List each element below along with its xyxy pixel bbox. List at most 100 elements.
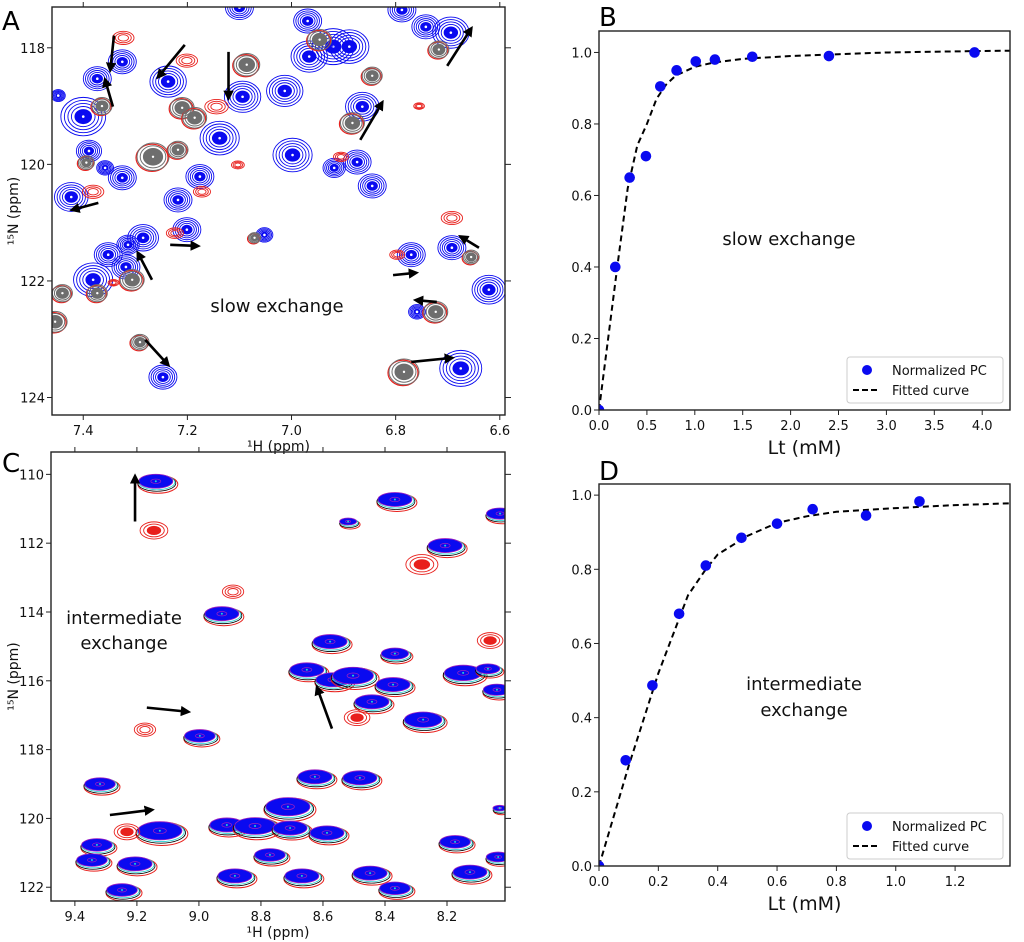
peak-contour-purple — [484, 666, 492, 671]
nmr-peak — [93, 242, 123, 268]
peak-contour-red — [210, 102, 223, 111]
peak-center — [415, 310, 419, 314]
peak-contour-blue — [179, 222, 195, 237]
y-tick-label: 0.8 — [571, 118, 592, 133]
peak-contour-blue — [418, 20, 434, 34]
nmr-peak — [139, 521, 169, 540]
peak-contour-blue — [327, 162, 341, 174]
legend-label: Normalized PC — [892, 820, 987, 835]
peak-contour-red — [165, 227, 184, 239]
peak-center — [220, 612, 223, 615]
peak-contour-purple — [464, 869, 476, 875]
legend: Normalized PC Fitted curve — [846, 812, 1004, 860]
x-axis-label: Lt (mM) — [768, 893, 842, 915]
peak-center — [198, 734, 201, 737]
nmr-peak — [185, 164, 215, 190]
peak-contour-blue — [485, 851, 505, 863]
axes-frame — [598, 483, 1011, 867]
peak-contour-blue — [278, 143, 307, 167]
peak-center — [392, 683, 395, 686]
peak-contour-blue — [118, 236, 138, 254]
peak-center — [318, 38, 321, 41]
peak-center — [254, 824, 257, 827]
nmr-peak — [116, 856, 158, 877]
nmr-peak — [75, 139, 103, 163]
y-tick-label: 110 — [19, 468, 44, 483]
peak-center — [103, 166, 107, 170]
nmr-peak — [343, 709, 371, 726]
nmr-peak — [405, 554, 439, 575]
nmr-peak — [175, 53, 198, 68]
nmr-peak — [203, 606, 245, 627]
peak-contour-blue — [357, 173, 387, 199]
nmr-peak — [389, 249, 406, 260]
nmr-peak — [75, 853, 113, 872]
peak-center — [393, 652, 396, 655]
peak-contour-red — [90, 97, 112, 117]
peak-contour-blue — [185, 164, 215, 190]
peak-contour-red — [178, 55, 196, 66]
exchange-annotation: slow exchange — [210, 296, 343, 317]
peak-contour-purple — [494, 855, 503, 859]
nmr-peak — [96, 160, 114, 176]
nmr-peak — [440, 210, 464, 226]
peak-center — [393, 498, 396, 501]
legend-marker-points — [862, 821, 872, 831]
peak-contour-blue — [107, 49, 137, 75]
peak-center — [449, 31, 453, 34]
peak-center — [124, 265, 128, 269]
panel-label: A — [2, 7, 20, 37]
peak-center — [241, 95, 244, 99]
peak-contour-red — [336, 154, 346, 160]
x-axis-label: ¹H (ppm) — [247, 439, 310, 455]
peak-contour-purple — [281, 803, 295, 810]
nmr-peak — [461, 249, 480, 266]
shift-arrow — [102, 76, 115, 108]
y-tick-label: 116 — [19, 675, 44, 690]
peak-center — [198, 175, 202, 178]
peak-contour-blue — [54, 91, 63, 100]
x-tick-label: 4.0 — [972, 419, 993, 434]
nmr-peak — [163, 187, 193, 213]
nmr-peak — [165, 227, 184, 239]
plot-area — [599, 47, 1010, 410]
nmr-peak — [137, 473, 179, 494]
peak-contour-purple — [324, 639, 336, 645]
peak-contour-red — [87, 188, 99, 196]
nmr-peak — [306, 28, 333, 52]
x-tick-label: 1.0 — [684, 419, 705, 434]
peak-contour-gray — [388, 358, 420, 386]
peak-center — [454, 840, 457, 843]
peak-contour-purple — [417, 716, 429, 723]
peak-contour-purple — [150, 478, 162, 484]
peak-center — [53, 320, 57, 323]
nmr-peak — [52, 310, 68, 334]
shift-arrow — [156, 44, 186, 80]
legend-marker-points — [862, 365, 872, 375]
nmr-peak — [342, 149, 372, 175]
peak-contour-blue — [297, 12, 318, 30]
peak-contour-blue — [170, 193, 186, 207]
nmr-peak — [253, 848, 291, 867]
x-axis-label: Lt (mM) — [768, 437, 842, 459]
peak-contour-purple — [129, 861, 141, 867]
data-point — [640, 150, 652, 162]
peak-contour-red — [387, 359, 419, 387]
peak-contour-blue — [155, 370, 171, 384]
axes-frame — [51, 6, 506, 416]
nmr-peak — [357, 173, 387, 199]
peak-contour-red — [192, 186, 211, 198]
nmr-peak — [293, 8, 323, 34]
peak-contour-blue — [389, 7, 415, 21]
nmr-peak — [387, 358, 420, 387]
y-tick-label: 0.6 — [571, 189, 592, 204]
peak-contour-purple — [309, 774, 321, 780]
peak-contour-red — [232, 161, 244, 169]
peak-contour-blue — [205, 126, 234, 151]
peak-center — [498, 807, 501, 810]
nmr-peak — [283, 868, 325, 889]
nmr-peak — [166, 140, 189, 160]
peak-contour-purple — [195, 733, 205, 739]
peak-contour-red — [82, 184, 105, 199]
nmr-peak — [402, 711, 448, 734]
